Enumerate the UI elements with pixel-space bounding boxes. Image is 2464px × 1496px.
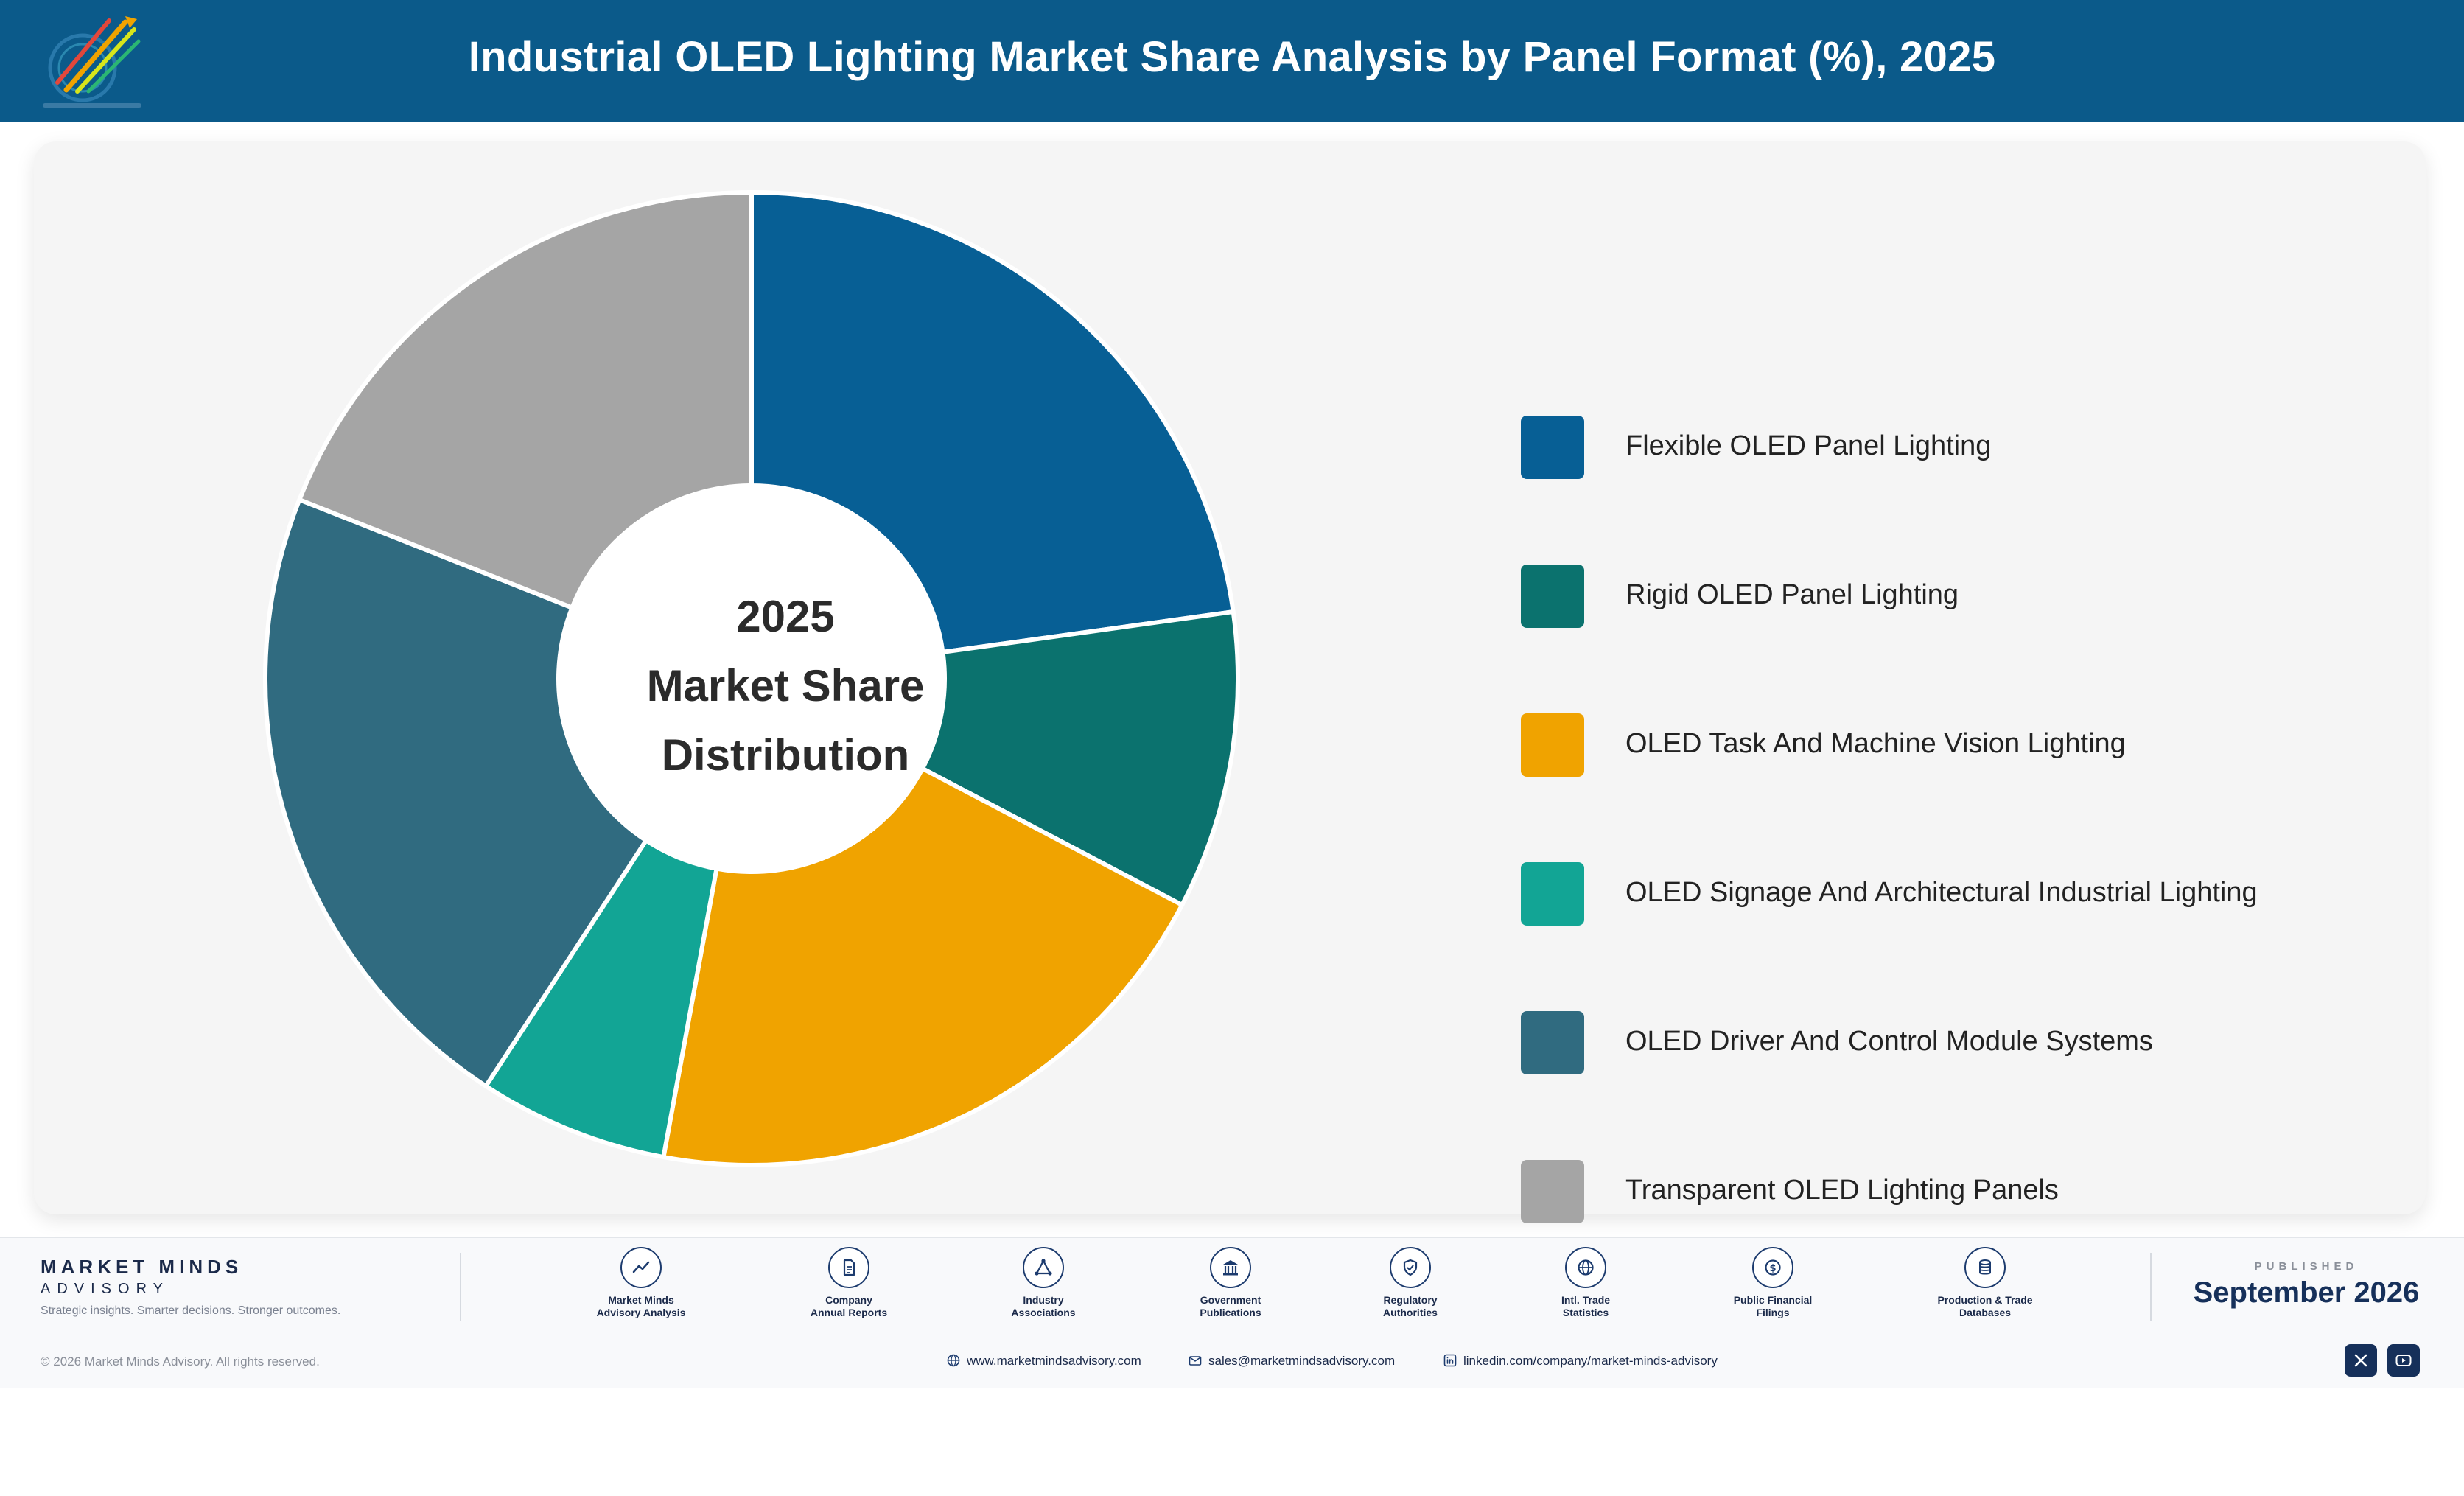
legend-label: OLED Driver And Control Module Systems (1625, 1026, 2153, 1057)
footer-divider (2150, 1253, 2152, 1321)
legend-item: Flexible OLED Panel Lighting (1521, 416, 2405, 482)
mail-icon (1189, 1356, 1202, 1366)
source-item: Government Publications (1142, 1247, 1319, 1319)
email-link[interactable]: sales@marketmindsadvisory.com (1188, 1353, 1395, 1369)
linkedin-text: linkedin.com/company/market-minds-adviso… (1463, 1354, 1718, 1368)
legend-swatch (1521, 565, 1584, 628)
chart-card: 2025 Market Share Distribution Flexible … (34, 141, 2426, 1223)
shield-icon (1390, 1247, 1431, 1288)
data-sources: Market Minds Advisory Analysis Company Ann… (0, 1238, 2464, 1327)
legend-swatch (1521, 416, 1584, 479)
globe-icon (947, 1354, 960, 1367)
x-icon[interactable] (2345, 1344, 2377, 1377)
brand-subtitle: ADVISORY (41, 1281, 169, 1297)
source-label-line2: Publications (1200, 1307, 1261, 1318)
source-label-line2: Associations (1011, 1307, 1076, 1318)
legend-label: OLED Task And Machine Vision Lighting (1625, 728, 2126, 759)
source-label-line1: Industry (1023, 1294, 1064, 1306)
source-label-line1: Intl. Trade (1561, 1294, 1611, 1306)
source-label-line1: Regulatory (1383, 1294, 1438, 1306)
header-bar: Industrial OLED Lighting Market Share An… (0, 0, 2464, 122)
document-icon (828, 1247, 869, 1288)
source-label-line2: Annual Reports (810, 1307, 888, 1318)
legend-label: Rigid OLED Panel Lighting (1625, 579, 1959, 610)
source-item: Industry Associations (955, 1247, 1132, 1319)
youtube-icon[interactable] (2387, 1344, 2420, 1377)
source-label-line1: Market Minds (608, 1294, 674, 1306)
brand-tagline: Strategic insights. Smarter decisions. S… (41, 1304, 341, 1317)
source-item: Market Minds Advisory Analysis (553, 1247, 729, 1319)
legend-swatch (1521, 713, 1584, 777)
legend-item: OLED Task And Machine Vision Lighting (1521, 713, 2405, 780)
source-item: Regulatory Authorities (1322, 1247, 1499, 1319)
source-item: Company Annual Reports (760, 1247, 937, 1319)
copyright-text: © 2026 Market Minds Advisory. All rights… (41, 1355, 320, 1369)
source-item: Production & Trade Databases (1897, 1247, 2073, 1319)
svg-text:$: $ (1769, 1263, 1776, 1274)
trend-icon (620, 1247, 662, 1288)
source-item: $ Public Financial Filings (1684, 1247, 1861, 1319)
legend-item: Transparent OLED Lighting Panels (1521, 1160, 2405, 1226)
coin-icon: $ (1752, 1247, 1793, 1288)
linkedin-icon (1443, 1354, 1457, 1367)
legend-swatch (1521, 1160, 1584, 1223)
legend-swatch (1521, 862, 1584, 926)
published-label: PUBLISHED (2254, 1260, 2359, 1273)
source-label-line1: Government (1200, 1294, 1261, 1306)
legend-item: Rigid OLED Panel Lighting (1521, 565, 2405, 631)
source-label-line1: Production & Trade (1937, 1294, 2033, 1306)
legend-label: OLED Signage And Architectural Industria… (1625, 877, 2258, 908)
page: Industrial OLED Lighting Market Share An… (0, 0, 2464, 1388)
source-label-line2: Statistics (1562, 1307, 1609, 1318)
source-label-line1: Company (825, 1294, 872, 1306)
website-link[interactable]: www.marketmindsadvisory.com (946, 1353, 1141, 1369)
page-title: Industrial OLED Lighting Market Share An… (468, 33, 1996, 81)
brand-name: MARKET MINDS (41, 1256, 243, 1278)
company-logo (43, 16, 141, 108)
legend-swatch (1521, 1011, 1584, 1074)
source-label-line1: Public Financial (1733, 1294, 1813, 1306)
source-label-line2: Filings (1756, 1307, 1790, 1318)
published-date: September 2026 (2193, 1276, 2420, 1309)
linkedin-link[interactable]: linkedin.com/company/market-minds-adviso… (1443, 1353, 1718, 1369)
donut-hole (559, 486, 945, 872)
network-icon (1023, 1247, 1064, 1288)
database-icon (1964, 1247, 2006, 1288)
footer: MARKET MINDS ADVISORY Strategic insights… (0, 1237, 2464, 1388)
donut-chart (263, 190, 1240, 1167)
legend-item: OLED Driver And Control Module Systems (1521, 1011, 2405, 1077)
building-icon (1210, 1247, 1251, 1288)
footer-divider (460, 1253, 461, 1321)
source-label-line2: Authorities (1383, 1307, 1438, 1318)
email-text: sales@marketmindsadvisory.com (1208, 1354, 1396, 1368)
legend-label: Flexible OLED Panel Lighting (1625, 430, 1992, 461)
globe-icon (1565, 1247, 1606, 1288)
source-item: Intl. Trade Statistics (1497, 1247, 1674, 1319)
source-label-line2: Databases (1959, 1307, 2012, 1318)
legend-label: Transparent OLED Lighting Panels (1625, 1175, 2059, 1206)
source-label-line2: Advisory Analysis (596, 1307, 686, 1318)
legend-item: OLED Signage And Architectural Industria… (1521, 862, 2405, 929)
website-text: www.marketmindsadvisory.com (967, 1354, 1141, 1368)
